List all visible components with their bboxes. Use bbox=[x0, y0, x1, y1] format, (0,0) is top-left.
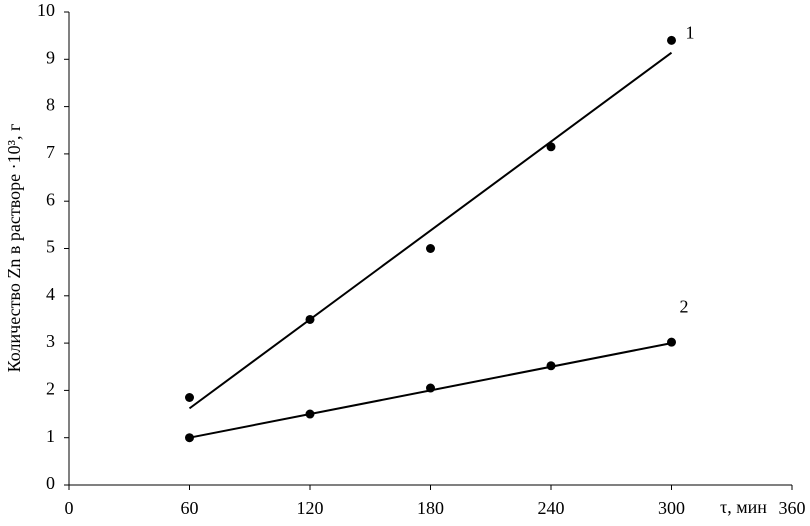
data-point bbox=[185, 392, 194, 402]
y-tick-label: 1 bbox=[46, 426, 55, 446]
series-label: 1 bbox=[686, 23, 695, 43]
y-tick-label: 0 bbox=[46, 473, 55, 493]
y-tick-label: 2 bbox=[46, 379, 55, 399]
x-axis-label: τ, мин bbox=[720, 497, 767, 517]
y-tick-label: 10 bbox=[37, 0, 55, 20]
data-point bbox=[546, 142, 556, 152]
x-tick-label: 240 bbox=[538, 498, 565, 518]
data-point bbox=[426, 383, 435, 393]
y-tick-label: 8 bbox=[46, 95, 55, 115]
trend-line bbox=[188, 51, 673, 410]
y-tick-label: 6 bbox=[46, 189, 55, 209]
y-tick-label: 5 bbox=[46, 237, 55, 257]
data-point bbox=[305, 409, 315, 419]
y-tick-label: 9 bbox=[46, 47, 55, 67]
y-axis-label: Количество Zn в растворе ·10³, г bbox=[4, 124, 24, 373]
x-tick-label: 0 bbox=[65, 498, 74, 518]
y-tick-label: 7 bbox=[46, 142, 55, 162]
data-point bbox=[305, 314, 315, 324]
data-point bbox=[667, 337, 676, 347]
x-tick-label: 360 bbox=[779, 498, 806, 518]
data-point bbox=[185, 433, 194, 443]
series-label: 2 bbox=[680, 296, 689, 316]
x-tick-label: 120 bbox=[297, 498, 324, 518]
x-tick-label: 180 bbox=[417, 498, 444, 518]
data-point bbox=[667, 35, 676, 45]
x-tick-label: 300 bbox=[658, 498, 685, 518]
data-point bbox=[546, 361, 556, 371]
y-tick-label: 3 bbox=[46, 331, 55, 351]
x-tick-label: 60 bbox=[181, 498, 199, 518]
y-tick-label: 4 bbox=[46, 284, 55, 304]
data-point bbox=[426, 244, 435, 253]
